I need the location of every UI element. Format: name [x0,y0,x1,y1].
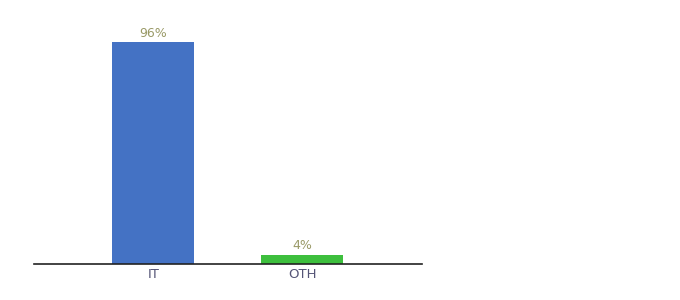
Text: 96%: 96% [139,27,167,40]
Bar [261,255,343,264]
Bar [112,43,194,264]
Text: 4%: 4% [292,239,312,252]
